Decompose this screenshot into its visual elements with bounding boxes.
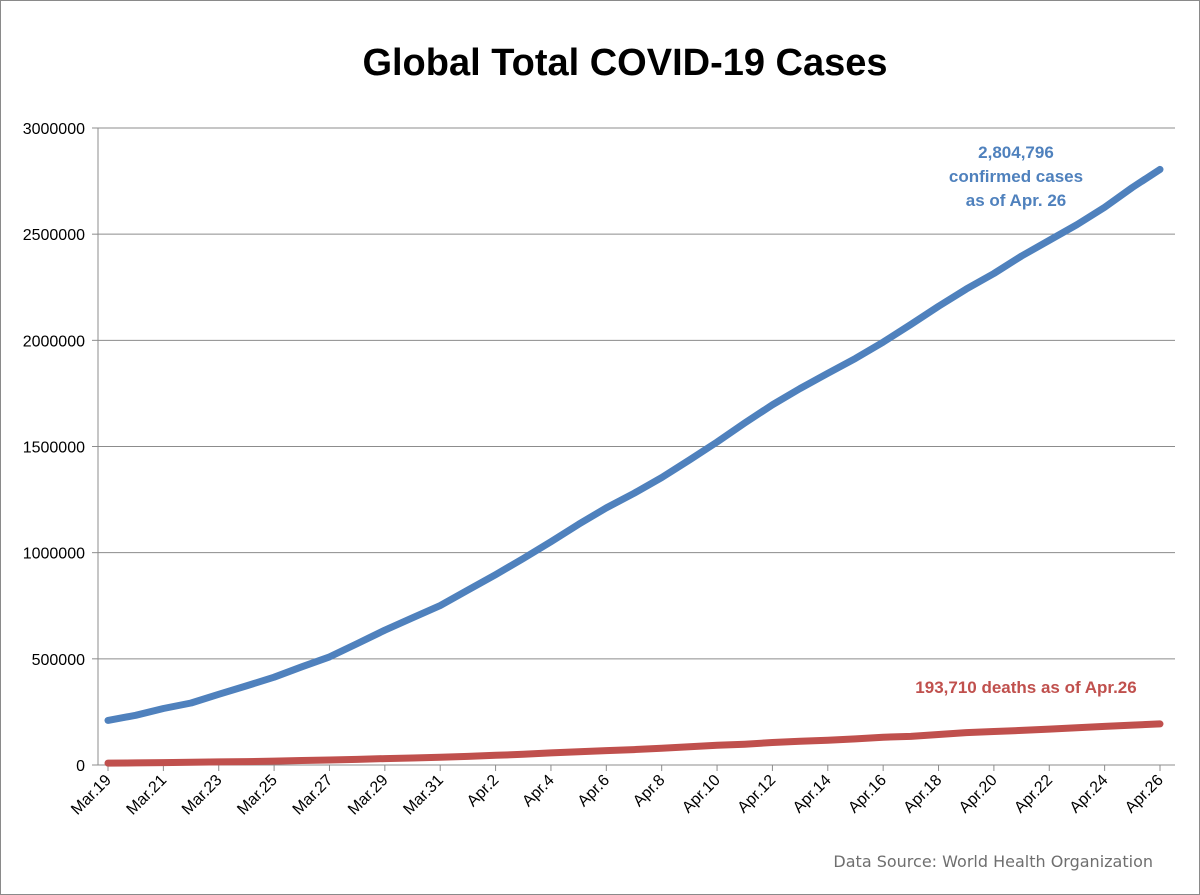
x-tick-label: Apr.14 (790, 772, 835, 817)
deaths-line (104, 720, 1164, 767)
x-tick-labels: Mar.19 Mar.21 Mar.23 Mar.25 Mar.27 Mar.29 Mar.… (68, 772, 1167, 819)
y-tick-label: 0 (76, 758, 85, 775)
confirmed-cases-line (104, 165, 1164, 724)
x-tick-label: Apr.6 (575, 772, 614, 811)
annotations: 2,804,796 confirmed cases as of Apr. 26 … (915, 143, 1136, 697)
grid-lines (92, 127, 1175, 766)
confirmed-annotation-value: 2,804,796 (978, 143, 1054, 162)
y-tick-labels: 0 500000 1000000 1500000 2000000 2500000 30000… (23, 121, 85, 775)
x-tick-label: Mar.29 (345, 772, 392, 819)
x-tick-label: Apr.8 (630, 772, 669, 811)
y-tick-label: 1500000 (23, 440, 85, 457)
x-tick-label: Apr.22 (1011, 772, 1056, 817)
y-tick-label: 2500000 (23, 227, 85, 244)
y-tick-label: 2000000 (23, 333, 85, 350)
x-tick-label: Apr.4 (519, 772, 558, 811)
y-tick-label: 1000000 (23, 546, 85, 563)
confirmed-annotation-date: as of Apr. 26 (966, 191, 1066, 210)
x-tick-label: Apr.24 (1067, 772, 1112, 817)
y-tick-label: 3000000 (23, 121, 85, 138)
x-tick-label: Apr.2 (464, 772, 503, 811)
x-tick-label: Apr.16 (845, 772, 890, 817)
axes (97, 128, 1175, 771)
x-tick-label: Apr.10 (679, 772, 724, 817)
x-tick-label: Mar.23 (179, 772, 226, 819)
confirmed-annotation-label: confirmed cases (949, 167, 1083, 186)
x-tick-label: Apr.18 (901, 772, 946, 817)
deaths-annotation: 193,710 deaths as of Apr.26 (915, 678, 1136, 697)
x-tick-label: Mar.21 (124, 772, 171, 819)
x-tick-label: Mar.19 (68, 772, 115, 819)
y-tick-label: 500000 (32, 652, 85, 669)
series-lines (104, 165, 1164, 767)
chart-title: Global Total COVID-19 Cases (362, 42, 887, 84)
x-tick-label: Apr.20 (956, 772, 1001, 817)
x-tick-label: Apr.26 (1122, 772, 1167, 817)
x-tick-label: Apr.12 (735, 772, 780, 817)
x-tick-label: Mar.27 (290, 772, 337, 819)
x-tick-label: Mar.25 (234, 772, 281, 819)
x-tick-label: Mar.31 (400, 772, 447, 819)
data-source-note: Data Source: World Health Organization (833, 852, 1153, 871)
